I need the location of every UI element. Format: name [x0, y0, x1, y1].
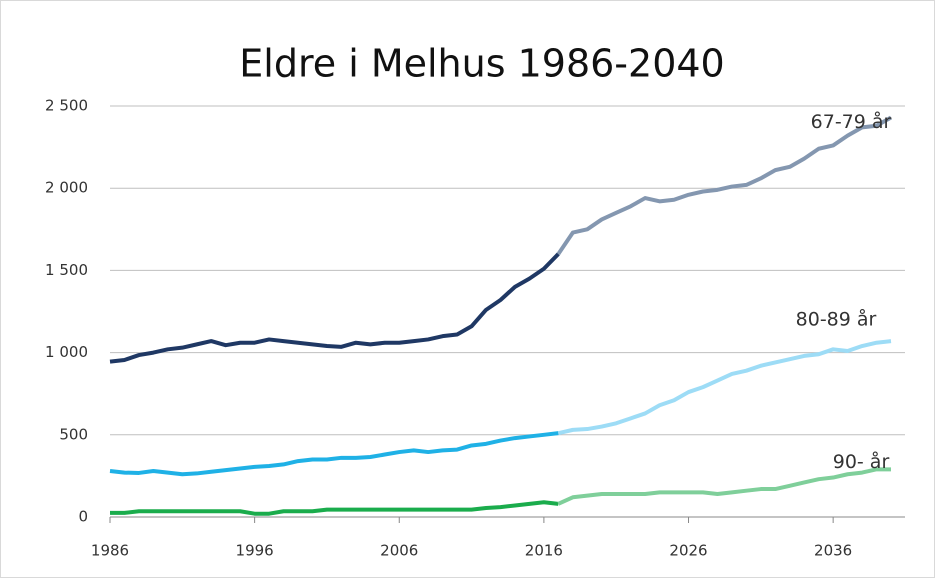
x-tick-label: 2016 — [525, 542, 563, 560]
series-line — [110, 500, 559, 516]
x-tick-label: 1996 — [236, 542, 274, 560]
y-tick-label: 1 500 — [45, 261, 88, 279]
y-tick-label: 2 500 — [45, 97, 88, 115]
y-tick-label: 2 000 — [45, 179, 88, 197]
x-tick-label: 2006 — [380, 542, 418, 560]
series-line — [557, 467, 891, 506]
y-tick-label: 1 000 — [45, 343, 88, 361]
x-tick-label: 2026 — [669, 542, 707, 560]
series-line — [109, 252, 560, 364]
series-line — [109, 431, 559, 477]
x-tick-label: 1986 — [91, 542, 129, 560]
y-tick-label: 0 — [78, 508, 88, 526]
series-line — [557, 339, 892, 436]
series-label: 67-79 år — [811, 110, 892, 133]
series-label: 80-89 år — [796, 308, 877, 331]
y-tick-label: 500 — [59, 425, 88, 443]
x-tick-label: 2036 — [814, 542, 852, 560]
series-line — [556, 115, 892, 256]
series-label: 90- år — [833, 450, 890, 473]
chart-title: Eldre i Melhus 1986-2040 — [239, 42, 724, 86]
